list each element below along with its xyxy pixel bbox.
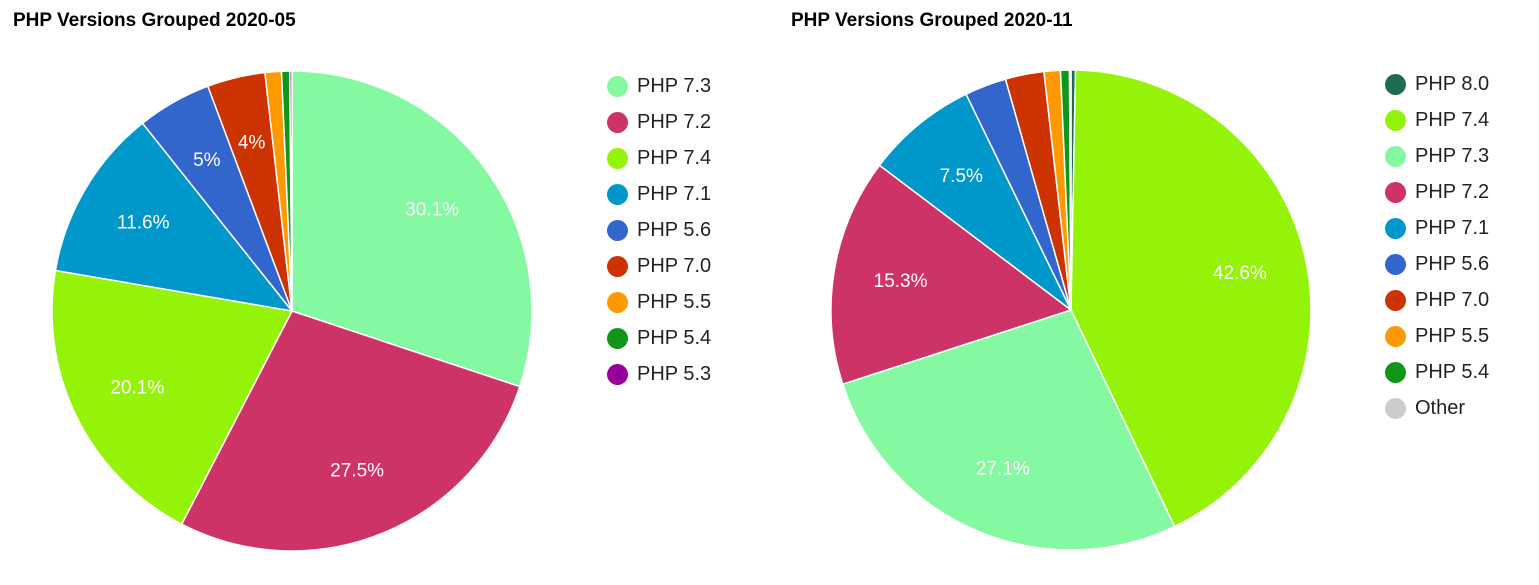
legend-label: PHP 7.3	[1415, 144, 1490, 167]
legend-label: PHP 7.2	[1415, 180, 1490, 203]
chart-legend: PHP 7.3 PHP 7.2 PHP 7.4 PHP 7.1 PHP 5.6 PHP 7…	[607, 68, 711, 392]
slice-label-php-7-2: 15.3%	[874, 271, 928, 292]
legend-label: PHP 5.5	[1415, 324, 1490, 347]
slice-label-php-7-4: 20.1%	[110, 377, 164, 398]
legend-swatch	[607, 111, 628, 133]
legend-swatch	[607, 327, 628, 349]
legend-label: PHP 7.0	[1415, 288, 1490, 311]
slice-label-php-7-3: 27.1%	[976, 458, 1030, 479]
legend-label: PHP 7.3	[637, 74, 712, 97]
legend-label: PHP 5.4	[1415, 360, 1490, 383]
legend-swatch	[607, 363, 628, 385]
legend-label: PHP 5.6	[637, 218, 712, 241]
legend-label: PHP 7.0	[637, 254, 712, 277]
legend-item-php-7-3[interactable]: PHP 7.3	[1385, 138, 1489, 174]
chart-legend: PHP 8.0 PHP 7.4 PHP 7.3 PHP 7.2 PHP 7.1 PHP 5…	[1385, 66, 1489, 426]
pie-slice-php-7-4	[1070, 69, 1312, 528]
legend-swatch	[1385, 289, 1406, 311]
pie-slice-php-7-3	[841, 309, 1176, 551]
chart-title: PHP Versions Grouped 2020-05	[13, 10, 296, 31]
legend-swatch	[607, 183, 628, 205]
pie-slice-php-7-2	[180, 310, 521, 552]
legend-item-php-5-6[interactable]: PHP 5.6	[1385, 246, 1489, 282]
legend-swatch	[607, 147, 628, 169]
slice-label-php-7-0: 4%	[238, 132, 266, 153]
legend-swatch	[1385, 253, 1406, 275]
slice-label-php-7-1: 7.5%	[940, 166, 983, 187]
pie-slice-php-5-3	[288, 70, 293, 312]
pie-slice-php-7-1	[54, 122, 294, 313]
legend-label: PHP 7.1	[637, 182, 712, 205]
legend-item-php-7-0[interactable]: PHP 7.0	[607, 248, 711, 284]
legend-swatch	[607, 291, 628, 313]
legend-item-php-8-0[interactable]: PHP 8.0	[1385, 66, 1489, 102]
legend-item-php-5-3[interactable]: PHP 5.3	[607, 356, 711, 392]
legend-swatch	[607, 219, 628, 241]
pie-slice-other	[1068, 69, 1072, 311]
legend-label: PHP 7.4	[1415, 108, 1490, 131]
legend-label: Other	[1415, 396, 1466, 419]
legend-label: PHP 5.6	[1415, 252, 1490, 275]
legend-swatch	[1385, 397, 1406, 419]
legend-swatch	[1385, 325, 1406, 347]
legend-item-php-5-5[interactable]: PHP 5.5	[1385, 318, 1489, 354]
pie-chart: 42.6% 27.1% 15.3% 7.5%	[830, 69, 1312, 551]
slice-label-php-5-6: 5%	[193, 150, 221, 171]
slice-label-php-7-1: 11.6%	[117, 213, 170, 234]
legend-item-php-5-5[interactable]: PHP 5.5	[607, 284, 711, 320]
legend-item-php-7-3[interactable]: PHP 7.3	[607, 68, 711, 104]
chart-panel-2020-11: PHP Versions Grouped 2020-11 42.6% 27.1% 1…	[770, 0, 1539, 585]
legend-swatch	[1385, 361, 1406, 383]
legend-swatch	[1385, 181, 1406, 203]
legend-item-php-5-4[interactable]: PHP 5.4	[1385, 354, 1489, 390]
legend-swatch	[1385, 109, 1406, 131]
slice-label-php-7-4: 42.6%	[1213, 263, 1267, 284]
chart-title: PHP Versions Grouped 2020-11	[791, 10, 1073, 31]
legend-label: PHP 7.4	[637, 146, 712, 169]
legend-label: PHP 7.1	[1415, 216, 1490, 239]
legend-item-php-7-4[interactable]: PHP 7.4	[607, 140, 711, 176]
legend-label: PHP 8.0	[1415, 72, 1490, 95]
legend-item-php-5-4[interactable]: PHP 5.4	[607, 320, 711, 356]
legend-item-php-7-2[interactable]: PHP 7.2	[607, 104, 711, 140]
legend-swatch	[607, 75, 628, 97]
legend-item-php-7-1[interactable]: PHP 7.1	[1385, 210, 1489, 246]
legend-swatch	[1385, 217, 1406, 239]
slice-label-php-7-2: 27.5%	[330, 461, 384, 482]
legend-swatch	[607, 255, 628, 277]
legend-item-php-7-0[interactable]: PHP 7.0	[1385, 282, 1489, 318]
legend-label: PHP 5.3	[637, 362, 712, 385]
legend-swatch	[1385, 145, 1406, 167]
pie-slice-php-7-3	[291, 70, 533, 388]
legend-item-php-5-6[interactable]: PHP 5.6	[607, 212, 711, 248]
slice-label-php-7-3: 30.1%	[405, 199, 459, 220]
pie-slice-php-7-1	[878, 93, 1072, 311]
legend-item-php-7-1[interactable]: PHP 7.1	[607, 176, 711, 212]
legend-item-other[interactable]: Other	[1385, 390, 1489, 426]
legend-label: PHP 5.5	[637, 290, 712, 313]
legend-item-php-7-2[interactable]: PHP 7.2	[1385, 174, 1489, 210]
pie-chart: 30.1% 27.5% 20.1% 11.6% 5% 4%	[51, 70, 533, 552]
legend-item-php-7-4[interactable]: PHP 7.4	[1385, 102, 1489, 138]
legend-label: PHP 7.2	[637, 110, 712, 133]
pie-slice-php-7-2	[830, 164, 1073, 386]
legend-swatch	[1385, 73, 1406, 95]
legend-label: PHP 5.4	[637, 326, 712, 349]
pie-slice-php-7-4	[51, 269, 294, 526]
chart-panel-2020-05: PHP Versions Grouped 2020-05 30.1% 27.5% 2…	[13, 10, 711, 552]
